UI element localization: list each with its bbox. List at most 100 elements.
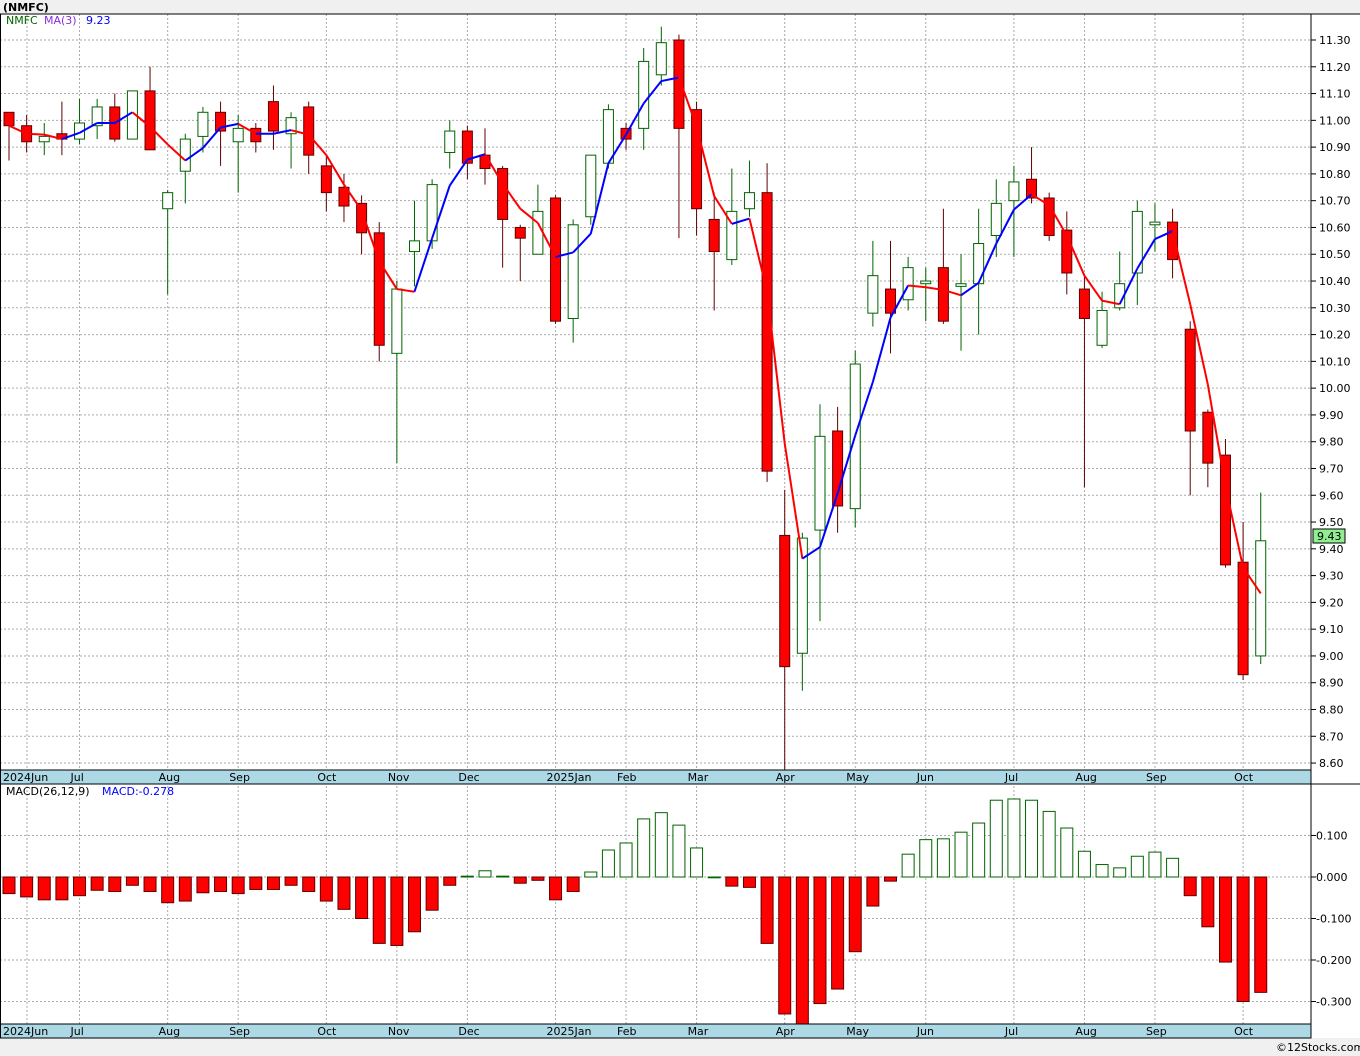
price-x-tick-label: Jun xyxy=(916,771,934,784)
macd-bar-negative xyxy=(513,876,527,884)
ma-line-segment xyxy=(61,131,80,141)
candle-down xyxy=(691,109,703,210)
macd-bar-negative xyxy=(372,876,386,944)
ma-line-segment xyxy=(1189,304,1209,385)
macd-bar-positive xyxy=(1025,799,1039,878)
candle-up xyxy=(408,240,420,253)
price-tick-label: 8.60 xyxy=(1319,757,1344,770)
macd-bar-negative xyxy=(390,876,404,946)
macd-bar-positive xyxy=(1007,798,1021,878)
ma-line-segment xyxy=(1154,230,1173,240)
candle-down xyxy=(673,39,685,129)
macd-bar-positive xyxy=(1166,857,1180,878)
macd-bar-negative xyxy=(443,876,457,886)
candle-up xyxy=(38,135,50,143)
ma-line-segment xyxy=(854,381,874,436)
ma-line-segment xyxy=(325,154,345,186)
macd-x-tick-label: Aug xyxy=(159,1025,180,1038)
price-x-tick-label: Feb xyxy=(617,771,636,784)
price-x-tick-label: Aug xyxy=(1075,771,1096,784)
ma-line-segment xyxy=(555,251,574,258)
macd-x-tick-label: 2024Jun xyxy=(3,1025,48,1038)
macd-bar-negative xyxy=(355,876,369,919)
macd-bar-negative xyxy=(55,876,69,901)
ma-line-segment xyxy=(360,210,381,262)
price-x-tick-label: May xyxy=(846,771,869,784)
candle-down xyxy=(1184,328,1196,432)
macd-x-tick-label: Jun xyxy=(916,1025,934,1038)
footer-credit: ©12Stocks.com xyxy=(1276,1041,1360,1054)
candle-up xyxy=(444,130,456,153)
macd-x-tick-label: Oct xyxy=(1234,1025,1254,1038)
macd-legend-label: MACD(26,12,9) xyxy=(6,785,90,798)
price-tick-label: 10.30 xyxy=(1319,302,1351,315)
ma-line-segment xyxy=(114,111,133,124)
ma-line-segment xyxy=(519,207,539,224)
macd-bar-negative xyxy=(90,876,104,891)
price-tick-label: 9.00 xyxy=(1319,650,1344,663)
macd-x-tick-label: Apr xyxy=(776,1025,796,1038)
macd-bar-positive xyxy=(707,876,721,879)
ma-line-segment xyxy=(889,285,910,319)
ma-line-segment xyxy=(783,443,804,559)
candle-down xyxy=(144,90,156,151)
candle-down xyxy=(215,111,227,132)
candle-down xyxy=(832,430,844,507)
price-tick-label: 10.70 xyxy=(1319,195,1351,208)
macd-x-tick-label: Dec xyxy=(458,1025,479,1038)
candle-down xyxy=(250,127,262,143)
macd-legend-value: MACD:-0.278 xyxy=(102,785,174,798)
macd-tick-label: 0.000 xyxy=(1316,871,1348,884)
price-tick-label: 11.30 xyxy=(1319,34,1351,47)
macd-x-tick-label: Feb xyxy=(617,1025,636,1038)
candle-down xyxy=(1202,411,1214,464)
ma-line-segment xyxy=(995,209,1015,244)
price-axis xyxy=(1311,14,1360,1038)
macd-bar-negative xyxy=(531,876,545,881)
macd-bar-positive xyxy=(919,839,933,878)
price-tick-label: 9.90 xyxy=(1319,409,1344,422)
macd-bar-positive xyxy=(690,847,704,878)
macd-bar-negative xyxy=(196,876,210,894)
ma-line-segment xyxy=(1048,204,1068,236)
candle-down xyxy=(1167,221,1179,261)
ma-line-segment xyxy=(607,134,627,164)
macd-bar-positive xyxy=(496,875,510,878)
price-x-tick-label: Oct xyxy=(317,771,337,784)
price-tick-label: 9.70 xyxy=(1319,462,1344,475)
ma-line-segment xyxy=(819,493,839,548)
ma-line-segment xyxy=(908,284,926,289)
candle-up xyxy=(920,280,932,285)
macd-bar-negative xyxy=(813,876,827,1005)
candle-down xyxy=(303,106,315,156)
candle-down xyxy=(779,534,791,668)
macd-bar-positive xyxy=(672,824,686,878)
price-x-tick-label: Dec xyxy=(458,771,479,784)
candle-up xyxy=(973,243,985,285)
macd-bar-negative xyxy=(760,876,774,944)
price-x-tick-label: 2024Jun xyxy=(3,771,48,784)
price-tick-label: 10.80 xyxy=(1319,168,1351,181)
candle-up xyxy=(567,224,579,320)
ma-line-segment xyxy=(625,102,645,136)
price-x-tick-label: 2025Jan xyxy=(547,771,592,784)
ma-line-segment xyxy=(131,111,151,128)
price-tick-label: 10.40 xyxy=(1319,275,1351,288)
ma-line-segment xyxy=(149,125,169,146)
price-tick-label: 11.00 xyxy=(1319,114,1351,127)
macd-bar-negative xyxy=(125,876,139,886)
macd-x-tick-label: Aug xyxy=(1075,1025,1096,1038)
ma-line-segment xyxy=(960,281,980,297)
macd-bar-negative xyxy=(549,876,563,901)
ma-line-segment xyxy=(44,133,63,141)
candle-up xyxy=(197,111,209,137)
macd-bar-positive xyxy=(637,818,651,878)
ma-line-segment xyxy=(836,435,857,494)
ma-line-segment xyxy=(8,124,28,135)
macd-bar-negative xyxy=(37,876,51,901)
macd-bar-positive xyxy=(460,875,474,878)
macd-bar-negative xyxy=(778,876,792,1015)
price-tick-label: 10.90 xyxy=(1319,141,1351,154)
ma-line-segment xyxy=(343,184,363,212)
